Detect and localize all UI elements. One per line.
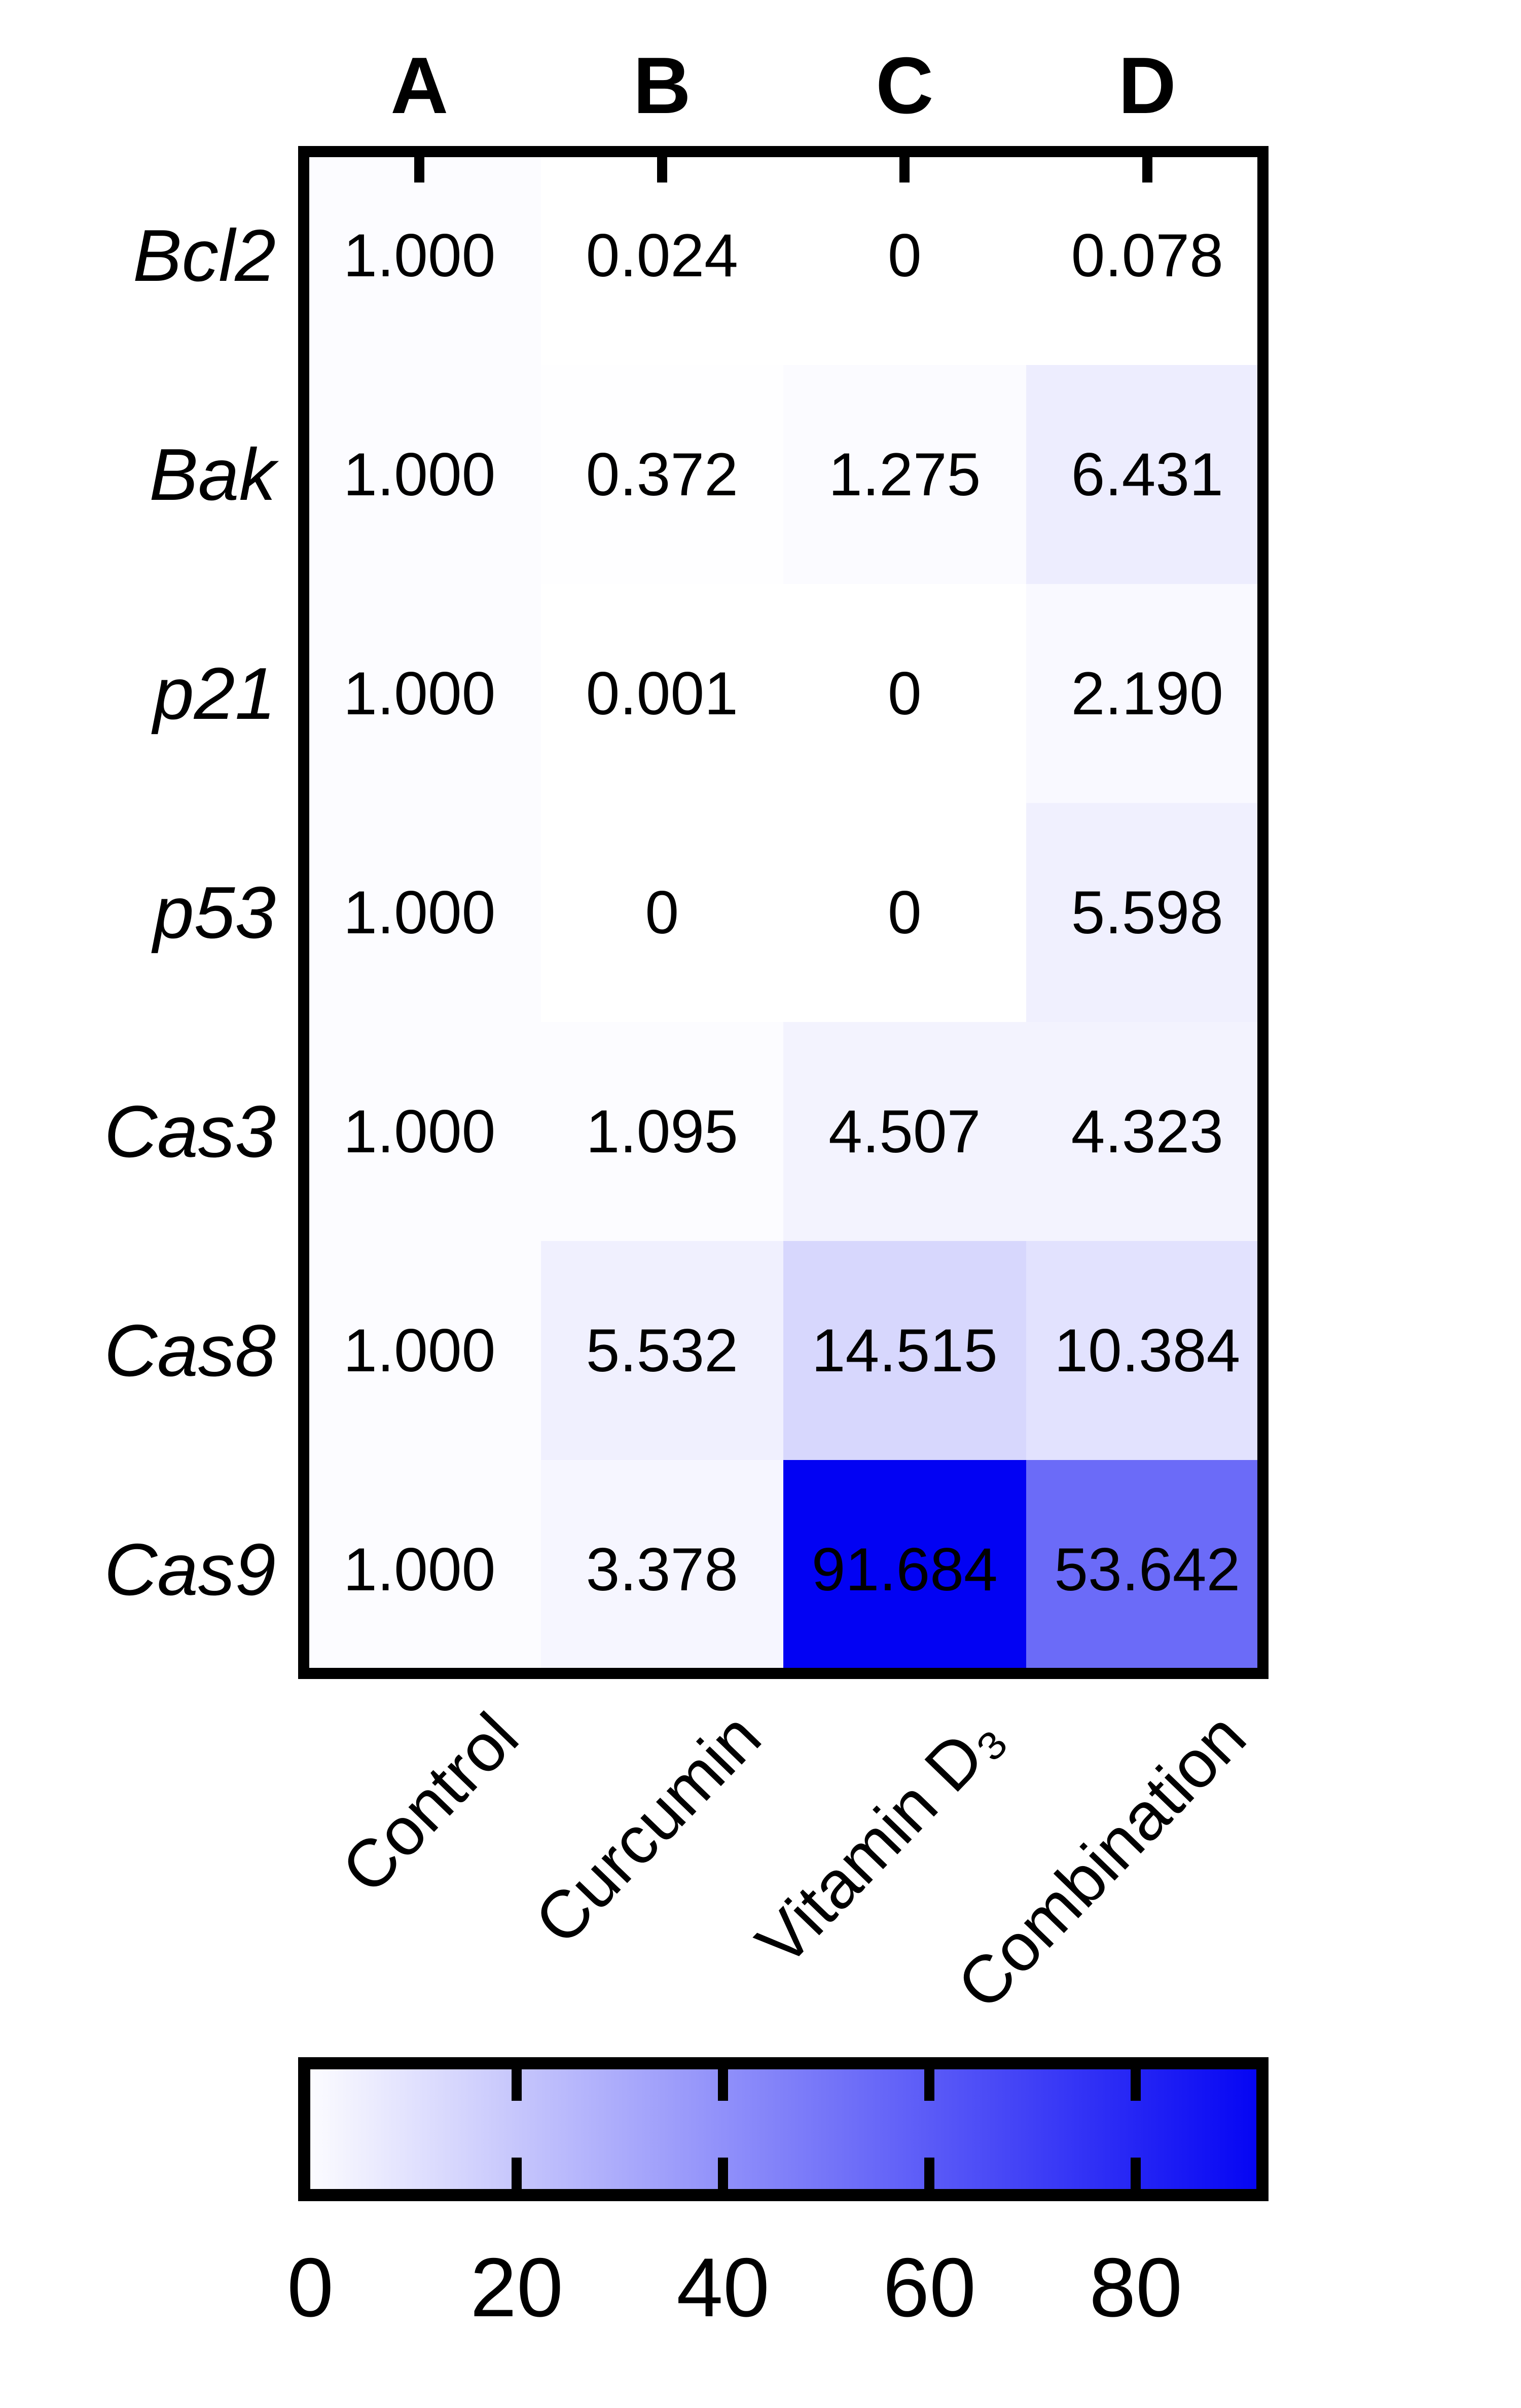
colorbar-tick xyxy=(1131,2069,1141,2101)
colorbar-tick xyxy=(924,2069,935,2101)
heatmap-cell: 53.642 xyxy=(1026,1460,1269,1679)
colorbar-tick-label: 60 xyxy=(883,2241,976,2334)
colorbar-gradient xyxy=(298,2057,1269,2201)
heatmap-cell: 4.507 xyxy=(783,1022,1026,1241)
heatmap-cell: 1.000 xyxy=(298,1022,541,1241)
cell-value: 1.000 xyxy=(343,660,496,727)
cell-value: 6.431 xyxy=(1071,441,1223,508)
cell-value: 1.000 xyxy=(343,1098,496,1165)
cell-value: 0.001 xyxy=(586,660,738,727)
colorbar-tick xyxy=(924,2158,935,2189)
column-tick xyxy=(899,157,910,183)
cell-value: 1.000 xyxy=(343,441,496,508)
colorbar-tick-label: 40 xyxy=(676,2241,770,2334)
colorbar-tick xyxy=(1131,2158,1141,2189)
cell-value: 5.598 xyxy=(1071,879,1223,946)
treatment-label: Vitamin D₃ xyxy=(742,1699,1018,1981)
heatmap-cell: 1.275 xyxy=(783,365,1026,584)
row-label: Cas9 xyxy=(104,1528,276,1611)
column-tick xyxy=(657,157,667,183)
colorbar-tick xyxy=(512,2158,522,2189)
heatmap-cell: 0.078 xyxy=(1026,146,1269,365)
cell-value: 1.000 xyxy=(343,1536,496,1603)
heatmap-cell: 1.000 xyxy=(298,146,541,365)
cell-value: 53.642 xyxy=(1054,1536,1241,1603)
column-header: D xyxy=(1118,41,1176,130)
heatmap-cell: 0 xyxy=(783,584,1026,803)
cell-value: 91.684 xyxy=(811,1536,998,1603)
cell-value: 10.384 xyxy=(1054,1317,1241,1384)
colorbar xyxy=(298,2057,1269,2201)
cell-value: 2.190 xyxy=(1071,660,1223,727)
cell-value: 1.095 xyxy=(586,1098,738,1165)
heatmap-cell: 5.598 xyxy=(1026,803,1269,1022)
treatment-label: Control xyxy=(327,1699,532,1908)
cell-value: 0 xyxy=(645,879,679,946)
cell-value: 1.000 xyxy=(343,879,496,946)
row-label: Cas3 xyxy=(104,1090,276,1173)
cell-value: 5.532 xyxy=(586,1317,738,1384)
cell-value: 4.507 xyxy=(828,1098,981,1165)
column-header: A xyxy=(390,41,449,130)
heatmap-cell: 0.001 xyxy=(540,584,783,803)
colorbar-tick-label: 20 xyxy=(470,2241,563,2334)
heatmap-cell: 0.372 xyxy=(540,365,783,584)
colorbar-tick xyxy=(718,2158,729,2189)
heatmap-cell: 6.431 xyxy=(1026,365,1269,584)
cell-value: 4.323 xyxy=(1071,1098,1223,1165)
row-label: Cas8 xyxy=(104,1309,276,1392)
heatmap-grid: 1.000 0.024 0 0.078 1.000 0.372 1.275 6.431 1.00… xyxy=(298,146,1269,1679)
heatmap-cell: 0 xyxy=(783,803,1026,1022)
row-label: Bcl2 xyxy=(132,214,276,297)
colorbar-tick-label: 80 xyxy=(1089,2241,1182,2334)
heatmap-cell: 1.000 xyxy=(298,1460,541,1679)
heatmap-cell: 1.095 xyxy=(540,1022,783,1241)
cell-value: 1.000 xyxy=(343,1317,496,1384)
heatmap-cell: 1.000 xyxy=(298,365,541,584)
heatmap-cell: 0 xyxy=(540,803,783,1022)
cell-value: 0 xyxy=(887,222,922,289)
row-label: p21 xyxy=(153,652,276,735)
cell-value: 0.078 xyxy=(1071,222,1223,289)
treatment-label: Curcumin xyxy=(520,1699,775,1959)
heatmap-cell: 2.190 xyxy=(1026,584,1269,803)
column-header: C xyxy=(876,41,934,130)
heatmap-cell: 1.000 xyxy=(298,803,541,1022)
colorbar-tick xyxy=(512,2069,522,2101)
row-label: Bak xyxy=(149,433,276,516)
heatmap-cell: 5.532 xyxy=(540,1241,783,1460)
heatmap-cell: 14.515 xyxy=(783,1241,1026,1460)
gene-row-labels: Bcl2 Bak p21 p53 Cas3 Cas8 Cas9 xyxy=(0,146,287,1679)
cell-value: 0.024 xyxy=(586,222,738,289)
colorbar-tick-label: 0 xyxy=(287,2241,334,2334)
column-header: B xyxy=(633,41,691,130)
heatmap-cell: 3.378 xyxy=(540,1460,783,1679)
heatmap-cell: 91.684 xyxy=(783,1460,1026,1679)
heatmap: 1.000 0.024 0 0.078 1.000 0.372 1.275 6.431 1.00… xyxy=(298,146,1269,1679)
colorbar-tick-labels: 0 20 40 60 80 xyxy=(0,2246,1521,2357)
column-tick xyxy=(1142,157,1152,183)
heatmap-cell: 0 xyxy=(783,146,1026,365)
cell-value: 0 xyxy=(887,660,922,727)
cell-value: 3.378 xyxy=(586,1536,738,1603)
colorbar-tick xyxy=(718,2069,729,2101)
heatmap-cell: 0.024 xyxy=(540,146,783,365)
cell-value: 1.000 xyxy=(343,222,496,289)
cell-value: 14.515 xyxy=(811,1317,998,1384)
heatmap-cell: 10.384 xyxy=(1026,1241,1269,1460)
cell-value: 0 xyxy=(887,879,922,946)
heatmap-cell: 1.000 xyxy=(298,584,541,803)
heatmap-cell: 4.323 xyxy=(1026,1022,1269,1241)
column-tick xyxy=(414,157,425,183)
row-label: p53 xyxy=(153,871,276,954)
cell-value: 0.372 xyxy=(586,441,738,508)
cell-value: 1.275 xyxy=(828,441,981,508)
heatmap-cell: 1.000 xyxy=(298,1241,541,1460)
